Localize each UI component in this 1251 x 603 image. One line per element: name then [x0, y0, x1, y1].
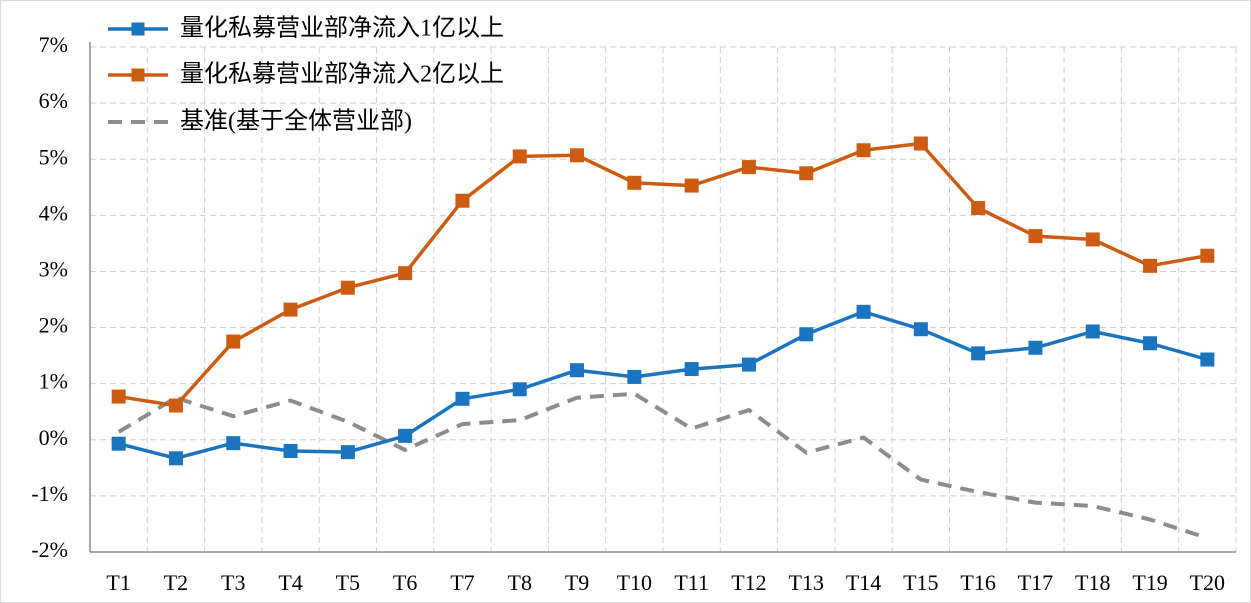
x-tick-label: T6 — [393, 570, 417, 595]
y-tick-label: 6% — [39, 88, 68, 113]
data-point — [111, 436, 126, 451]
data-point — [1143, 258, 1158, 273]
data-point — [741, 160, 756, 175]
series-layer — [111, 136, 1215, 540]
data-point — [1085, 232, 1100, 247]
data-point — [1200, 352, 1215, 367]
x-tick-label: T16 — [960, 570, 995, 595]
data-point — [226, 436, 241, 451]
y-tick-label: -2% — [31, 537, 68, 562]
x-tick-label: T14 — [846, 570, 881, 595]
x-tick-label: T1 — [106, 570, 130, 595]
y-tick-label: 5% — [39, 144, 68, 169]
x-tick-label: T3 — [221, 570, 245, 595]
data-point — [570, 148, 585, 163]
x-tick-label: T8 — [508, 570, 532, 595]
data-point — [283, 444, 298, 458]
data-point — [1028, 340, 1043, 355]
data-point — [1085, 324, 1100, 339]
data-point — [627, 175, 642, 190]
x-tick-label: T11 — [674, 570, 709, 595]
data-point — [1143, 336, 1158, 351]
legend-swatch-marker — [131, 22, 145, 36]
data-point — [512, 149, 527, 164]
data-point — [1200, 248, 1215, 263]
data-point — [111, 389, 126, 404]
legend-swatch-marker — [131, 68, 145, 82]
x-tick-label: T10 — [617, 570, 652, 595]
x-tick-label: T2 — [164, 570, 188, 595]
y-tick-label: 1% — [39, 369, 68, 394]
data-point — [340, 445, 355, 460]
legend-entry-label: 量化私募营业部净流入2亿以上 — [180, 61, 504, 88]
data-point — [799, 166, 814, 181]
y-tick-label: -1% — [31, 481, 68, 506]
data-point — [455, 193, 470, 208]
x-tick-label: T9 — [565, 570, 589, 595]
data-point — [799, 327, 814, 342]
data-point — [913, 322, 928, 337]
y-tick-label: 7% — [39, 32, 68, 57]
x-tick-label: T15 — [903, 570, 938, 595]
data-point — [627, 369, 642, 384]
x-tick-label: T19 — [1132, 570, 1167, 595]
legend-entry-label: 量化私募营业部净流入1亿以上 — [180, 15, 504, 42]
series-line — [118, 310, 1208, 461]
data-point — [570, 363, 585, 378]
axes — [89, 42, 1236, 553]
y-tick-label: 4% — [39, 200, 68, 225]
data-point — [741, 357, 756, 372]
data-point — [512, 382, 527, 397]
data-point — [340, 280, 355, 295]
x-tick-label: T5 — [336, 570, 360, 595]
data-point — [283, 302, 298, 317]
x-tick-label: T18 — [1075, 570, 1110, 595]
data-point — [168, 451, 183, 466]
data-point — [971, 346, 986, 361]
data-point — [1028, 229, 1043, 244]
data-point — [913, 136, 928, 151]
data-point — [856, 304, 871, 319]
data-point — [398, 428, 413, 443]
data-point — [684, 362, 699, 377]
x-tick-label: T4 — [278, 570, 302, 595]
x-tick-label: T17 — [1018, 570, 1053, 595]
data-point — [856, 143, 871, 158]
legend-entry-label: 基准(基于全体营业部) — [180, 108, 412, 135]
x-tick-label: T12 — [731, 570, 766, 595]
x-tick-labels: T1 T2 T3 T4 T5 T6 T7 T8 T9 T10 T11 T12 T13 T14 T15 T16 T… — [106, 570, 1225, 595]
x-tick-label: T7 — [450, 570, 474, 595]
y-tick-label: 3% — [39, 256, 68, 281]
x-tick-label: T13 — [789, 570, 824, 595]
data-point — [971, 201, 986, 216]
data-point — [684, 178, 699, 193]
x-tick-label: T20 — [1190, 570, 1225, 595]
series-line — [117, 391, 1208, 540]
y-tick-labels: -2% -1% 0% 1% 2% 3% 4% 5% 6% 7% — [31, 32, 68, 562]
data-point — [226, 334, 241, 349]
data-point — [398, 266, 413, 281]
data-point — [455, 391, 470, 406]
data-point — [168, 398, 183, 413]
series-line — [118, 141, 1208, 408]
y-tick-label: 2% — [39, 313, 68, 338]
y-tick-label: 0% — [39, 425, 68, 450]
